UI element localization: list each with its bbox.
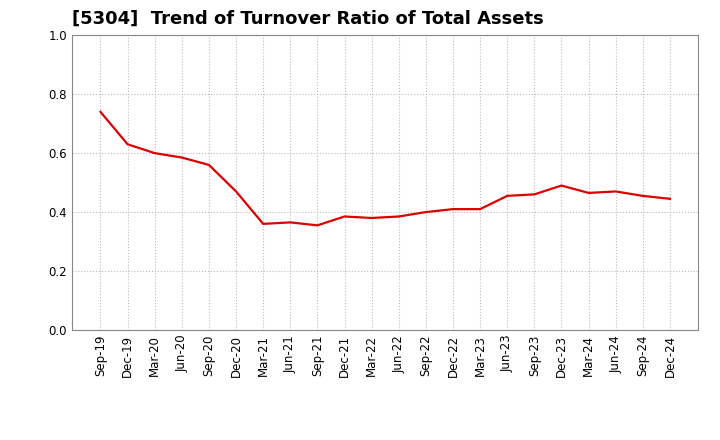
Text: [5304]  Trend of Turnover Ratio of Total Assets: [5304] Trend of Turnover Ratio of Total … [72,10,544,28]
